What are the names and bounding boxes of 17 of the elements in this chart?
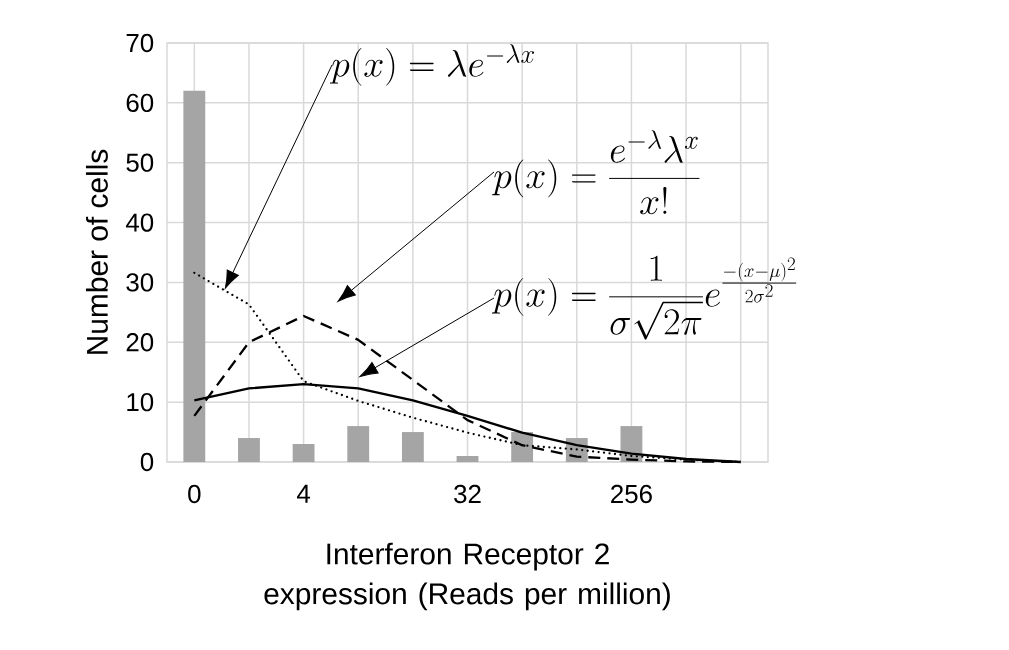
y-tick-label: 50 <box>126 153 154 172</box>
x-axis-title: Interferon Receptor 2 expression (Reads per million) <box>264 542 670 611</box>
y-tick-label: 40 <box>125 213 154 232</box>
x-tick-label: 32 <box>454 484 481 504</box>
annotation: $p(x) = \frac{e^{-\lambda}\lambda^{x}}{x!}$ <box>492 130 700 215</box>
y-tick-label: 70 <box>126 33 154 53</box>
y-tick-label: 10 <box>127 392 154 412</box>
annotation: $p(x) = \lambda e^{-\lambda x}$ <box>330 44 535 86</box>
x-tick-label: 4 <box>296 484 311 503</box>
y-tick-label: 60 <box>126 93 154 113</box>
x-tick-label: 256 <box>611 484 652 504</box>
y-tick-label: 30 <box>126 273 154 292</box>
y-tick-label: 0 <box>140 452 154 472</box>
y-tick-label: 20 <box>126 333 154 352</box>
x-tick-label: 0 <box>188 484 201 504</box>
y-axis-title: Number of cells <box>85 149 108 354</box>
annotation: $p(x) = \frac{1}{\sigma\sqrt{2\pi}} e^{\frac{-(x-\mu)^2}{2\sigma^2}}$ <box>492 255 797 340</box>
